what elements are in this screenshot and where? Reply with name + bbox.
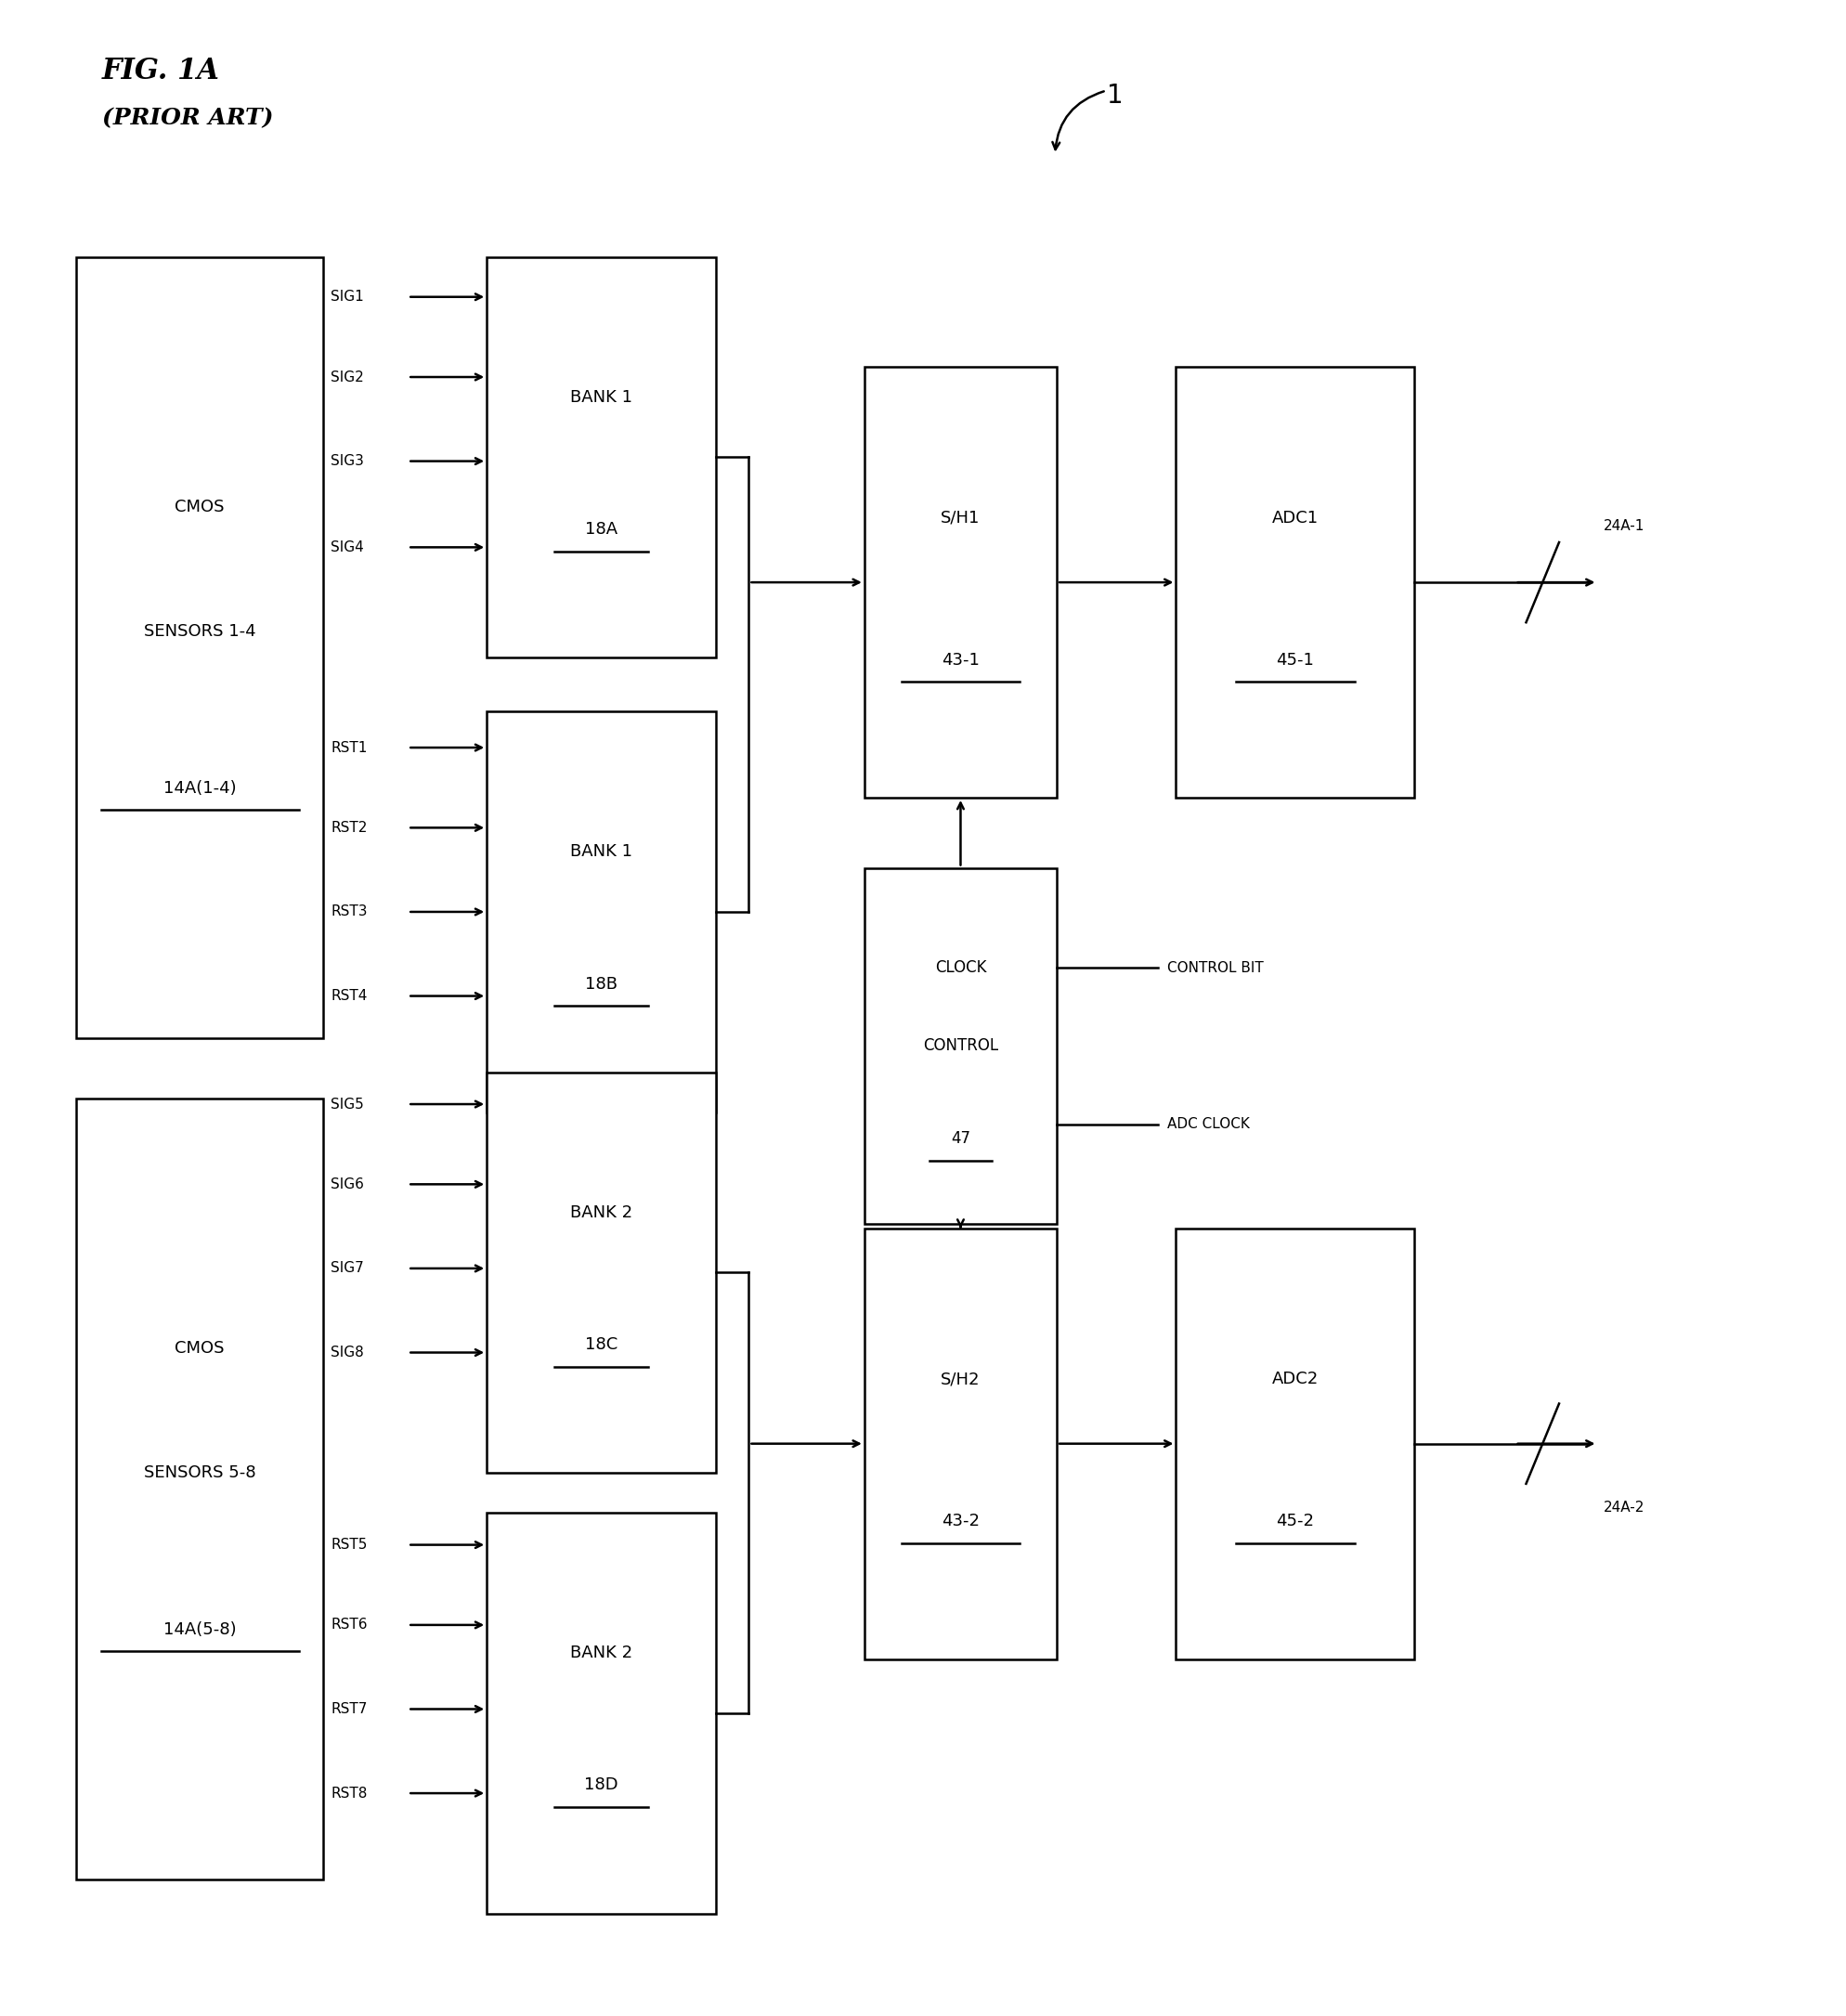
Text: SIG8: SIG8 [330,1345,364,1359]
Bar [864,867,1056,1224]
Text: SIG1: SIG1 [330,290,364,304]
Text: 24A-1: 24A-1 [1602,520,1645,532]
Text: RST4: RST4 [330,990,367,1002]
Bar [864,367,1056,798]
Text: CONTROL BIT: CONTROL BIT [1167,962,1263,974]
Text: RST2: RST2 [330,821,367,835]
Text: 1: 1 [1108,83,1124,109]
Text: SIG6: SIG6 [330,1177,364,1191]
Text: CONTROL: CONTROL [923,1038,999,1054]
Text: BANK 2: BANK 2 [570,1645,633,1661]
Text: BANK 1: BANK 1 [570,389,633,405]
Bar [487,256,716,657]
Text: 47: 47 [951,1131,971,1147]
Text: S/H1: S/H1 [941,510,980,526]
Text: SIG4: SIG4 [330,540,364,554]
Bar [1176,1228,1414,1659]
Text: 24A-2: 24A-2 [1602,1500,1645,1514]
Text: SENSORS 5-8: SENSORS 5-8 [144,1466,257,1482]
Text: ADC1: ADC1 [1272,510,1318,526]
Text: CLOCK: CLOCK [934,960,986,976]
Text: SIG3: SIG3 [330,454,364,468]
Text: CMOS: CMOS [175,498,225,516]
Text: RST7: RST7 [330,1702,367,1716]
Text: FIG. 1A: FIG. 1A [102,56,220,85]
Bar [864,1228,1056,1659]
Text: 43-2: 43-2 [941,1512,980,1530]
Text: 18C: 18C [585,1337,618,1353]
Text: 18D: 18D [585,1776,618,1794]
Text: S/H2: S/H2 [941,1371,980,1387]
Text: SIG7: SIG7 [330,1262,364,1276]
Bar [76,256,323,1038]
Text: 14A(1-4): 14A(1-4) [162,780,236,796]
Text: 18B: 18B [585,976,618,992]
Bar [1176,367,1414,798]
Bar [76,1099,323,1879]
Text: ADC CLOCK: ADC CLOCK [1167,1117,1250,1131]
Text: SENSORS 1-4: SENSORS 1-4 [144,623,257,641]
Bar [487,1073,716,1474]
Text: RST6: RST6 [330,1619,367,1631]
Text: 18A: 18A [585,520,618,538]
Text: CMOS: CMOS [175,1341,225,1357]
Text: RST8: RST8 [330,1786,367,1800]
Text: 14A(5-8): 14A(5-8) [162,1621,236,1637]
Text: SIG2: SIG2 [330,371,364,383]
Text: RST3: RST3 [330,905,367,919]
Text: RST1: RST1 [330,740,367,754]
Text: BANK 1: BANK 1 [570,843,633,861]
Text: (PRIOR ART): (PRIOR ART) [102,107,273,129]
Bar [487,712,716,1113]
Text: SIG5: SIG5 [330,1097,364,1111]
Text: 45-2: 45-2 [1276,1512,1314,1530]
Text: 43-1: 43-1 [941,651,980,667]
Text: BANK 2: BANK 2 [570,1204,633,1220]
Text: 45-1: 45-1 [1276,651,1314,667]
Bar [487,1512,716,1913]
Text: RST5: RST5 [330,1538,367,1552]
Text: ADC2: ADC2 [1272,1371,1318,1387]
